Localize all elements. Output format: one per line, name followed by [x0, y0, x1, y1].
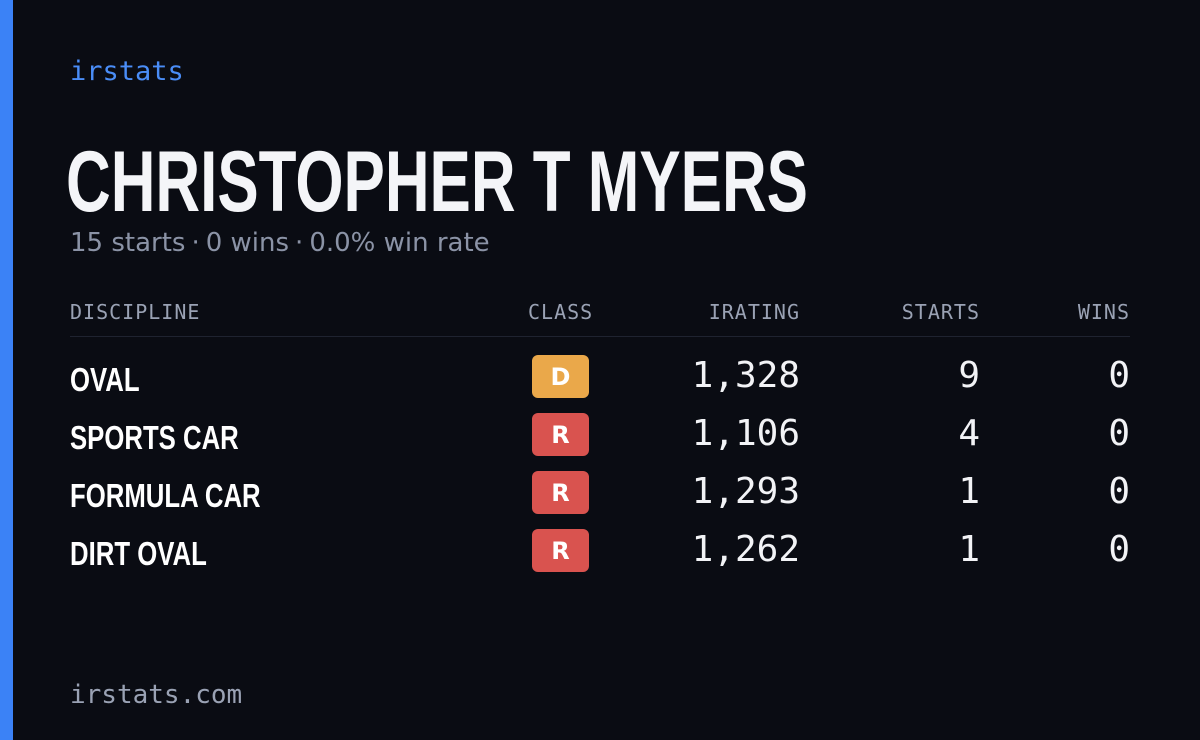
- summary-separator: ·: [295, 228, 304, 258]
- irating-value: 1,328: [691, 355, 800, 396]
- irating-value: 1,262: [691, 529, 800, 570]
- table-row-formula-car: FORMULA CAR R 1,293 1 0: [70, 453, 1130, 514]
- table-row-oval: OVAL D 1,328 9 0: [70, 337, 1130, 398]
- accent-bar: [0, 0, 13, 740]
- driver-summary: 15 starts · 0 wins · 0.0% win rate: [70, 228, 490, 258]
- summary-separator: ·: [191, 228, 200, 258]
- wins-value: 0: [1108, 471, 1130, 512]
- starts-value: 1: [958, 529, 980, 570]
- header-wins: WINS: [1077, 300, 1130, 324]
- irating-value: 1,293: [691, 471, 800, 512]
- summary-starts: 15 starts: [70, 228, 186, 258]
- wins-value: 0: [1108, 529, 1130, 570]
- header-class: CLASS: [528, 300, 594, 324]
- footer-url: irstats.com: [70, 680, 243, 710]
- discipline-label: SPORTS CAR: [70, 419, 239, 456]
- table-row-sports-car: SPORTS CAR R 1,106 4 0: [70, 395, 1130, 456]
- starts-value: 4: [958, 413, 980, 454]
- wins-value: 0: [1108, 355, 1130, 396]
- table-row-dirt-oval: DIRT OVAL R 1,262 1 0: [70, 511, 1130, 572]
- discipline-label: DIRT OVAL: [70, 535, 207, 572]
- summary-wins: 0 wins: [205, 228, 290, 258]
- starts-value: 1: [958, 471, 980, 512]
- class-badge: D: [532, 355, 589, 398]
- discipline-label: FORMULA CAR: [70, 477, 261, 514]
- class-badge: R: [532, 529, 589, 572]
- class-badge: R: [532, 471, 589, 514]
- irating-value: 1,106: [691, 413, 800, 454]
- discipline-label: OVAL: [70, 361, 140, 398]
- header-discipline: DISCIPLINE: [70, 300, 201, 324]
- table-header: DISCIPLINE CLASS IRATING STARTS WINS: [70, 298, 1130, 337]
- wins-value: 0: [1108, 413, 1130, 454]
- brand-logo: irstats: [70, 56, 184, 87]
- driver-name: CHRISTOPHER T MYERS: [66, 134, 808, 230]
- starts-value: 9: [958, 355, 980, 396]
- class-badge: R: [532, 413, 589, 456]
- summary-win-rate: 0.0% win rate: [309, 228, 490, 258]
- header-starts: STARTS: [901, 300, 980, 324]
- header-irating: IRATING: [708, 300, 800, 324]
- stats-table: DISCIPLINE CLASS IRATING STARTS WINS OVA…: [70, 298, 1130, 572]
